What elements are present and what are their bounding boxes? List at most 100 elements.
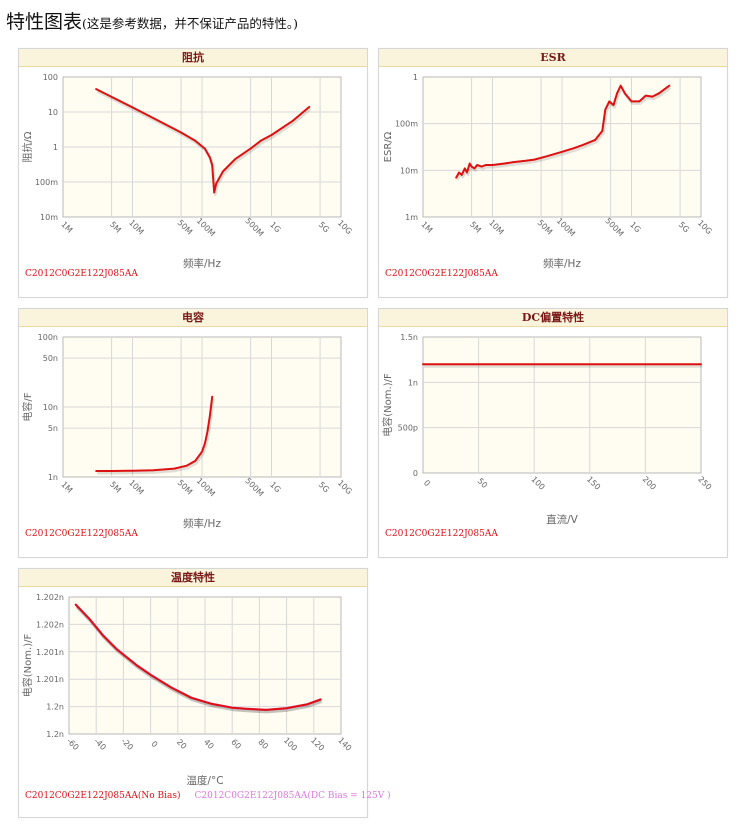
- x-tick-label: 0: [149, 739, 159, 749]
- y-tick-label: 500p: [398, 424, 418, 433]
- y-tick-label: 10m: [400, 166, 418, 175]
- x-tick-label: 250: [696, 475, 713, 492]
- chart-impedance: 1M 5M 10M 50M 100M 500M 1G 5G 10G 10m 100m 1 10 100 频率…: [21, 73, 354, 270]
- y-axis-label: 电容(Nom.)/F: [21, 634, 34, 698]
- y-tick-label: 1.2n: [46, 703, 64, 712]
- x-tick-label: -20: [119, 736, 135, 752]
- x-tick-label: 10G: [696, 218, 714, 236]
- y-tick-label: 100m: [35, 178, 58, 187]
- y-tick-label: 5n: [48, 424, 58, 433]
- series-line: [95, 88, 311, 194]
- x-tick-label: 5M: [108, 220, 123, 235]
- y-tick-label: 1.2n: [46, 730, 64, 739]
- y-tick-label: 1: [413, 73, 418, 82]
- x-tick-label: 10M: [127, 478, 146, 497]
- x-tick-label: 5M: [468, 220, 483, 235]
- chart-panel-impedance: 阻抗 1M 5M 10M 50M 100M 500M 1G 5G 10G 10m 100m 1 10 10…: [18, 48, 368, 298]
- chart-legend-dc-bias: C2012C0G2E122J085AA: [385, 529, 512, 539]
- x-tick-label: 200: [641, 475, 658, 492]
- x-tick-label: 10G: [336, 218, 354, 236]
- x-tick-label: 80: [256, 737, 270, 751]
- y-axis-label: 电容/F: [21, 392, 34, 421]
- y-tick-label: 50n: [43, 354, 58, 363]
- x-tick-label: 5G: [317, 220, 331, 234]
- x-tick-label: 100M: [555, 216, 577, 238]
- x-tick-label: 10G: [336, 478, 354, 496]
- chart-title-impedance: 阻抗: [19, 49, 367, 67]
- y-tick-label: 1.202n: [36, 593, 64, 602]
- y-tick-label: 1m: [405, 213, 418, 222]
- series-line: [95, 395, 214, 472]
- chart-panel-esr: ESR 1M 5M 10M 50M 100M 500M 1G 5G 10G 1m 10m 100m 1 频…: [378, 48, 728, 298]
- x-tick-label: 50: [476, 476, 490, 490]
- x-tick-label: 1G: [628, 220, 642, 234]
- series-line-shadow: [97, 398, 215, 475]
- y-axis-label: 阻抗/Ω: [21, 131, 34, 162]
- x-tick-label: 0: [422, 478, 432, 488]
- x-axis-label: 频率/Hz: [543, 257, 581, 270]
- x-tick-label: 5G: [317, 480, 331, 494]
- x-tick-label: 60: [229, 737, 243, 751]
- x-tick-label: 500M: [243, 476, 265, 498]
- y-tick-label: 1.202n: [36, 620, 64, 629]
- series-line: [74, 603, 322, 711]
- y-tick-label: 100m: [395, 120, 418, 129]
- x-tick-label: 10M: [487, 218, 506, 237]
- chart-esr: 1M 5M 10M 50M 100M 500M 1G 5G 10G 1m 10m 100m 1 频率/Hz…: [383, 73, 714, 270]
- chart-legend-impedance: C2012C0G2E122J085AA: [25, 269, 152, 279]
- chart-title-esr: ESR: [379, 49, 727, 67]
- legend-entry: C2012C0G2E122J085AA: [385, 529, 498, 539]
- x-tick-label: 1G: [268, 220, 282, 234]
- x-tick-label: 50M: [536, 218, 555, 237]
- series-line: [455, 84, 671, 179]
- chart-title-temperature: 温度特性: [19, 569, 367, 587]
- y-axis-label: 电容(Nom.)/F: [381, 373, 394, 437]
- legend-entry: C2012C0G2E122J085AA: [25, 529, 138, 539]
- legend-entry: C2012C0G2E122J085AA(No Bias): [25, 791, 181, 801]
- x-tick-label: 50M: [176, 478, 195, 497]
- x-tick-label: 150: [585, 475, 602, 492]
- page-heading: 特性图表(这是参考数据，并不保证产品的特性。): [6, 8, 298, 36]
- x-tick-label: 5M: [108, 480, 123, 495]
- x-tick-label: 500M: [243, 216, 265, 238]
- y-tick-label: 100: [43, 73, 58, 82]
- x-axis-label: 频率/Hz: [183, 257, 221, 270]
- x-tick-label: 120: [309, 736, 326, 753]
- chart-panel-capacitance: 电容 1M 5M 10M 50M 100M 500M 1G 5G 10G 1n 5n 10n 50n 10…: [18, 308, 368, 558]
- x-tick-label: 1M: [59, 480, 74, 495]
- chart-panel-dc-bias: DC偏置特性 0 50 100 150 200 250 0 500p 1n 1.5n 直流/V 电容(…: [378, 308, 728, 558]
- x-tick-label: 140: [336, 736, 353, 753]
- chart-legend-capacitance: C2012C0G2E122J085AA: [25, 529, 152, 539]
- page-title: 特性图表: [6, 11, 83, 33]
- chart-title-dc-bias: DC偏置特性: [379, 309, 727, 327]
- y-tick-label: 0: [413, 469, 418, 478]
- y-tick-label: 10n: [43, 403, 58, 412]
- x-tick-label: 5G: [677, 220, 691, 234]
- legend-entry: C2012C0G2E122J085AA: [385, 269, 498, 279]
- x-tick-label: 50M: [176, 218, 195, 237]
- chart-legend-temperature: C2012C0G2E122J085AA(No Bias) C2012C0G2E12…: [25, 791, 405, 801]
- x-tick-label: 100M: [195, 476, 217, 498]
- x-tick-label: 100: [282, 736, 299, 753]
- x-tick-label: 10M: [127, 218, 146, 237]
- x-tick-label: 100: [529, 475, 546, 492]
- chart-temperature: -60 -40 -20 0 20 40 60 80 100 120 140 1.2n 1.2n 1.201…: [21, 593, 353, 787]
- chart-panel-temperature: 温度特性 -60 -40 -20 0 20 40 60 80 100 120 140 1.2n 1.2n…: [18, 568, 391, 818]
- plot-area: [422, 336, 702, 474]
- y-tick-label: 1.5n: [400, 333, 418, 342]
- x-axis-label: 直流/V: [546, 513, 579, 526]
- x-tick-label: 500M: [603, 216, 625, 238]
- x-axis-label: 频率/Hz: [183, 517, 221, 530]
- chart-dc-bias: 0 50 100 150 200 250 0 500p 1n 1.5n 直流/V 电容(Nom.)/F: [381, 333, 713, 526]
- x-tick-label: 1G: [268, 480, 282, 494]
- y-tick-label: 1: [53, 143, 58, 152]
- y-tick-label: 1n: [408, 378, 418, 387]
- x-tick-label: -40: [92, 736, 108, 752]
- legend-entry: C2012C0G2E122J085AA(DC Bias = 125V ): [194, 791, 391, 801]
- y-tick-label: 1.201n: [36, 648, 64, 657]
- y-tick-label: 1n: [48, 473, 58, 482]
- y-tick-label: 1.201n: [36, 675, 64, 684]
- y-axis-label: ESR/Ω: [383, 131, 394, 162]
- chart-capacitance: 1M 5M 10M 50M 100M 500M 1G 5G 10G 1n 5n 10n 50n 100n 频…: [21, 333, 354, 530]
- x-tick-label: -60: [65, 736, 81, 752]
